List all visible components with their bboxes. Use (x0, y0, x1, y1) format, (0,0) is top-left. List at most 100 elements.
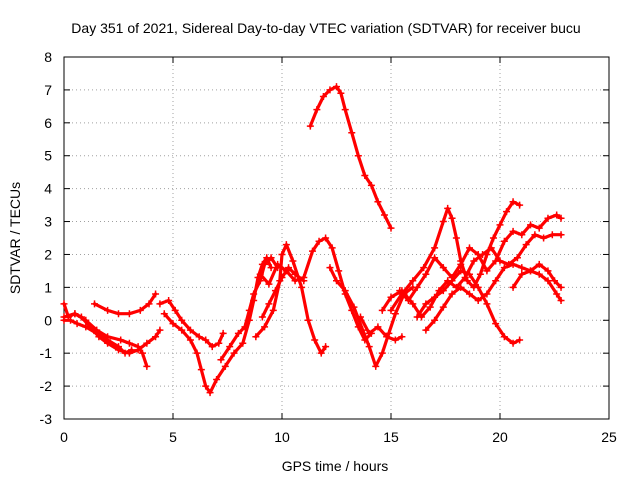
data-point (483, 267, 491, 275)
data-point (104, 306, 112, 314)
data-point (169, 320, 177, 328)
data-point (431, 254, 439, 262)
data-point (551, 277, 558, 285)
data-point (513, 254, 521, 262)
data-point (413, 313, 421, 321)
data-point (134, 343, 142, 351)
y-tick-label: 5 (44, 148, 52, 164)
series-group (60, 83, 565, 397)
data-point (197, 366, 205, 374)
data-point (215, 339, 223, 347)
data-point (448, 214, 456, 222)
data-point (313, 106, 321, 114)
data-point (509, 198, 517, 206)
data-point (282, 241, 290, 249)
data-point (304, 316, 312, 324)
y-tick-label: -1 (40, 345, 53, 361)
series-line (258, 236, 373, 342)
data-point (274, 260, 282, 268)
data-point (387, 224, 395, 232)
data-point (483, 250, 491, 258)
x-tick-label: 0 (60, 429, 68, 445)
data-point (439, 264, 447, 272)
data-point (557, 231, 565, 239)
data-point (426, 303, 434, 311)
data-point (152, 333, 160, 341)
data-point (500, 237, 508, 245)
data-point (73, 320, 81, 328)
data-point (67, 316, 75, 324)
data-point (152, 290, 160, 298)
data-point (420, 264, 428, 272)
data-point (378, 349, 386, 357)
data-point (145, 300, 153, 308)
x-tick-label: 15 (383, 429, 399, 445)
data-point (267, 254, 275, 262)
data-point (509, 260, 517, 268)
data-point (492, 277, 500, 285)
data-point (483, 290, 491, 298)
data-point (463, 277, 471, 285)
data-point (143, 362, 151, 370)
data-point (195, 333, 203, 341)
data-point (409, 300, 417, 308)
data-point (289, 257, 297, 265)
data-point (104, 336, 112, 344)
data-point (267, 264, 275, 272)
data-point (518, 231, 526, 239)
data-point (221, 362, 229, 370)
series-line (308, 85, 393, 230)
data-point (557, 297, 565, 305)
series-line (328, 266, 415, 368)
data-point (206, 389, 214, 397)
data-point (156, 300, 164, 308)
data-point (374, 323, 382, 331)
data-point (431, 244, 439, 252)
data-point (444, 204, 452, 212)
data-point (492, 257, 500, 265)
data-point (374, 198, 382, 206)
data-point (138, 349, 146, 357)
data-point (439, 303, 447, 311)
data-point (269, 306, 277, 314)
data-point (348, 129, 356, 137)
data-point (291, 270, 299, 278)
data-point (160, 310, 168, 318)
data-point (367, 181, 375, 189)
data-point (250, 290, 258, 298)
data-point (553, 211, 561, 219)
data-point (365, 343, 373, 351)
data-point (518, 264, 526, 272)
data-point (121, 349, 129, 357)
data-point (457, 283, 465, 291)
data-point (372, 362, 380, 370)
data-point (380, 211, 388, 219)
y-tick-label: -3 (40, 411, 53, 427)
x-tick-label: 5 (169, 429, 177, 445)
data-point (178, 316, 186, 324)
series-line (158, 298, 225, 349)
data-point (448, 277, 456, 285)
data-point (354, 152, 362, 160)
data-point (540, 234, 548, 242)
data-point (226, 343, 234, 351)
data-point (500, 333, 508, 341)
series-line (254, 243, 328, 355)
data-point (361, 171, 369, 179)
data-point (271, 287, 279, 295)
data-point (492, 320, 500, 328)
x-axis-label: GPS time / hours (282, 458, 389, 474)
data-point (278, 250, 286, 258)
x-tick-label: 25 (601, 429, 617, 445)
data-point (256, 270, 264, 278)
data-point (186, 326, 194, 334)
data-point (341, 106, 349, 114)
data-point (557, 283, 565, 291)
data-point (359, 326, 367, 334)
data-point (387, 306, 395, 314)
data-point (535, 260, 543, 268)
data-point (256, 277, 264, 285)
data-point (117, 336, 125, 344)
data-point (413, 283, 421, 291)
data-point (509, 283, 517, 291)
